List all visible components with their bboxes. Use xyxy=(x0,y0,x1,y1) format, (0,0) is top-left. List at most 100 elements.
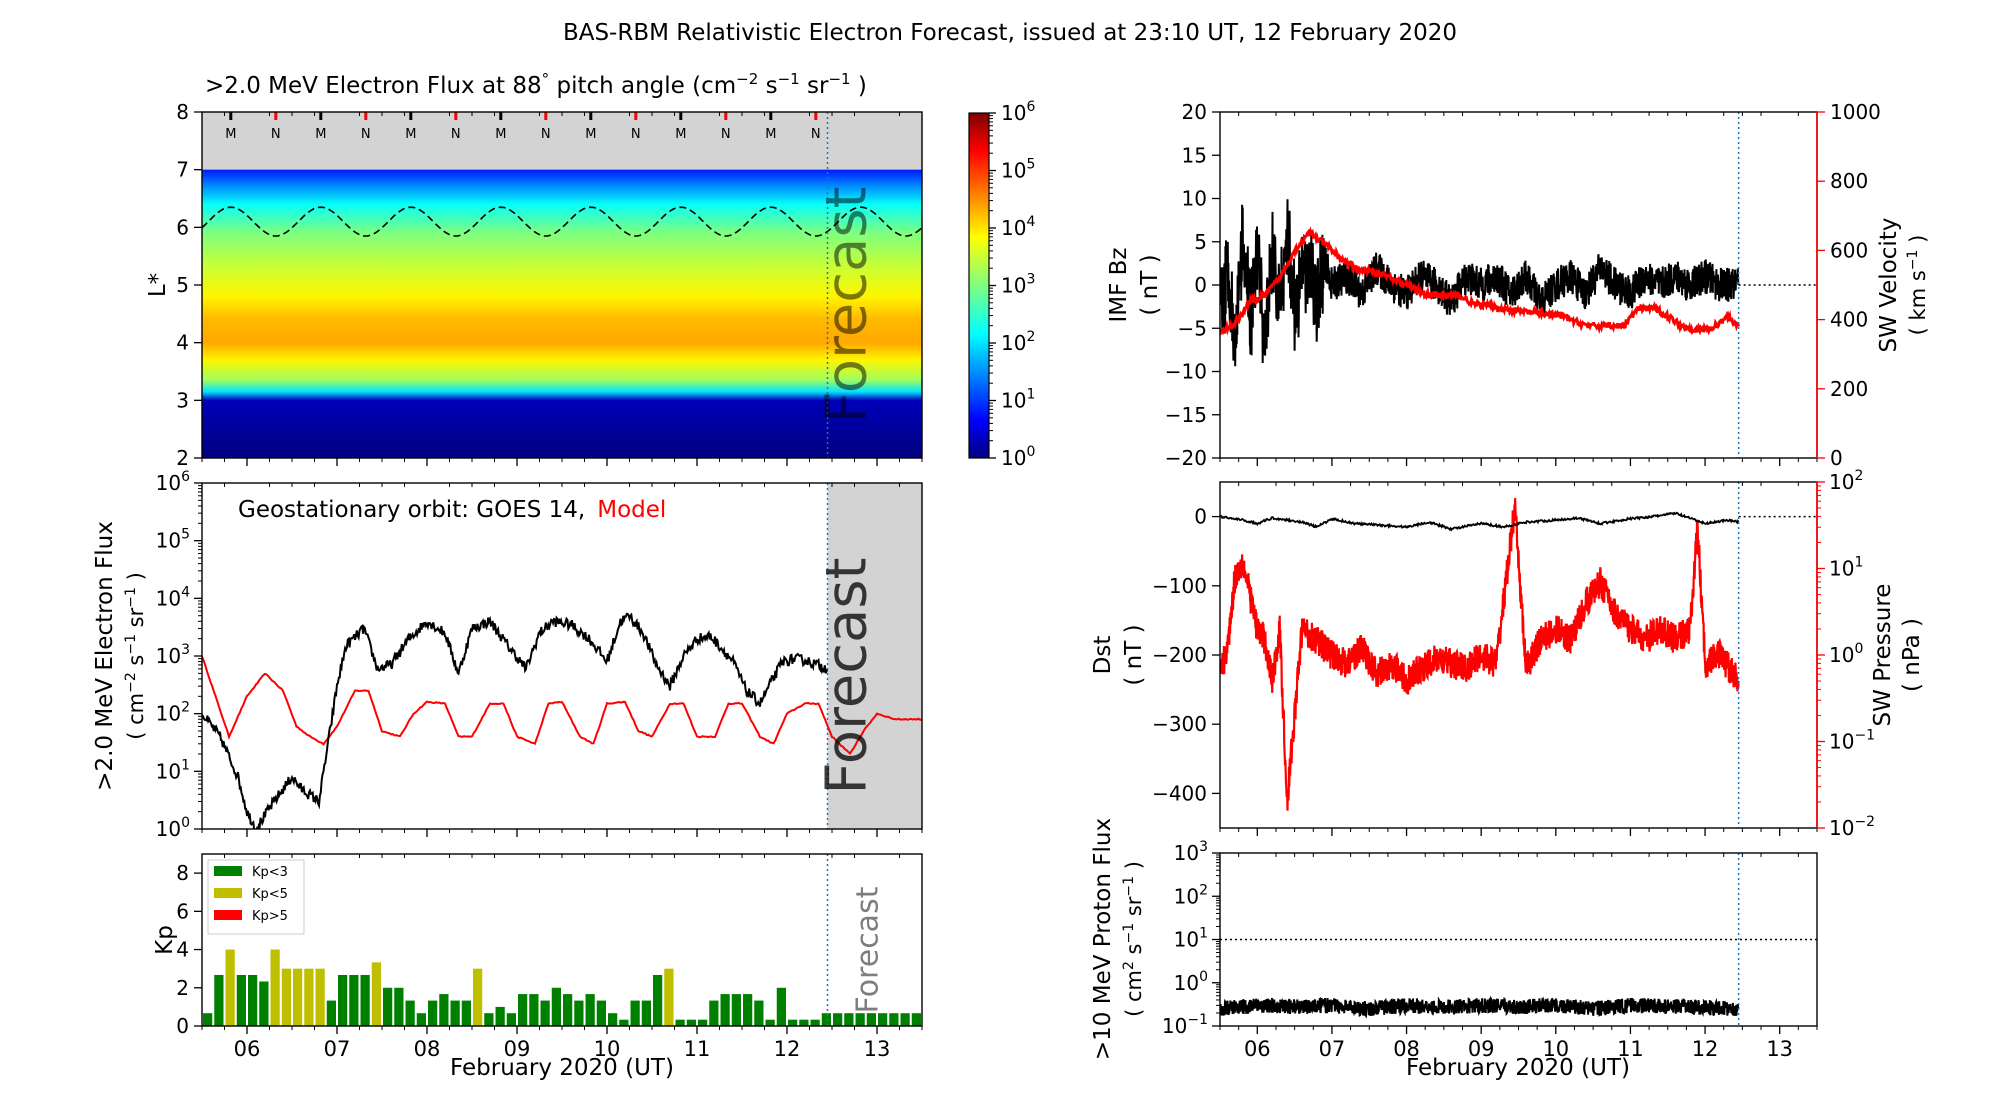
kp-legend-swatch-low xyxy=(214,866,242,876)
y-tick-label: 101 xyxy=(1174,926,1208,952)
kp-bar xyxy=(653,974,663,1026)
y-tick-label: 5 xyxy=(176,273,189,297)
kp-bars xyxy=(203,949,921,1026)
y-tick-label: 4 xyxy=(176,938,189,962)
y-tick-label: 2 xyxy=(176,976,189,1000)
geo-legend-prefix: Geostationary orbit: GOES 14, xyxy=(238,497,585,523)
colorbar-tick-label: 103 xyxy=(1001,272,1035,298)
x-tick-label: 08 xyxy=(1393,1037,1420,1061)
y-tick-label: 103 xyxy=(156,642,190,668)
kp-bar xyxy=(844,1013,854,1026)
forecast-watermark: Forecast xyxy=(815,187,880,424)
orbit-marker-label: M xyxy=(495,127,506,142)
dst-ylabel-line1: Dst xyxy=(1090,636,1116,675)
orbit-marker-label: M xyxy=(225,127,236,142)
geo-legend-model: Model xyxy=(597,497,666,523)
orbit-marker-label: M xyxy=(585,127,596,142)
y-tick-label: 0 xyxy=(1830,446,1843,470)
x-tick-label: 13 xyxy=(1766,1037,1793,1061)
y-tick-label: 20 xyxy=(1182,100,1207,124)
orbit-marker-label: N xyxy=(811,127,821,142)
y-tick-label: 1000 xyxy=(1830,100,1881,124)
kp-bar xyxy=(731,994,741,1026)
geo-ylabel-line1: >2.0 MeV Electron Flux xyxy=(92,521,118,791)
kp-legend-swatch-high xyxy=(214,910,242,920)
proton-xlabel: February 2020 (UT) xyxy=(1406,1055,1630,1081)
x-tick-label: 06 xyxy=(1244,1037,1271,1061)
y-tick-label: 7 xyxy=(176,158,189,182)
y-tick-label: −300 xyxy=(1152,712,1207,736)
kp-bar xyxy=(596,1000,606,1026)
y-tick-label: 100 xyxy=(156,815,190,841)
pressure-ylabel-line1: SW Pressure xyxy=(1870,584,1896,727)
kp-bar xyxy=(428,1000,438,1026)
colorbar-ticks: 100 101 102 103 104 105 106 xyxy=(989,99,1035,470)
heatmap-outside-region xyxy=(202,112,922,170)
orbit-marker-label: M xyxy=(675,127,686,142)
kp-bar xyxy=(326,1000,336,1026)
kp-bar xyxy=(484,1013,494,1026)
colorbar-tick-label: 100 xyxy=(1001,444,1035,470)
orbit-marker-label: N xyxy=(361,127,371,142)
velocity-ylabel-line2: ( km s−1 ) xyxy=(1905,235,1930,336)
x-tick-label: 08 xyxy=(414,1037,441,1061)
orbit-marker-label: N xyxy=(541,127,551,142)
colorbar: 100 101 102 103 104 105 106 xyxy=(968,99,1035,470)
kp-legend-label-low: Kp<3 xyxy=(252,865,288,880)
y-tick-label: 200 xyxy=(1830,377,1868,401)
kp-bar xyxy=(799,1019,809,1026)
kp-bar xyxy=(574,1000,584,1026)
dst-axes: −400 −300 −200 −100 0 10−2 10−1 100 101 102 xyxy=(1152,468,1875,840)
orbit-marker-label: N xyxy=(631,127,641,142)
y-tick-label: 100 xyxy=(1174,969,1208,995)
x-tick-label: 12 xyxy=(1692,1037,1719,1061)
kp-bar xyxy=(315,968,325,1026)
kp-bar xyxy=(698,1019,708,1026)
y-tick-label: 4 xyxy=(176,331,189,355)
kp-bar xyxy=(810,1019,820,1026)
colorbar-tick-label: 105 xyxy=(1001,157,1035,183)
y-tick-label: 800 xyxy=(1830,169,1868,193)
forecast-watermark: Forecast xyxy=(815,558,880,795)
kp-legend: Kp<3 Kp<5 Kp>5 xyxy=(207,859,305,935)
kp-legend-label-mid: Kp<5 xyxy=(252,887,288,902)
y-tick-label: 0 xyxy=(1194,273,1207,297)
y-tick-label: −5 xyxy=(1178,316,1207,340)
y-tick-label: 15 xyxy=(1182,143,1207,167)
magnetopause-boundary-line xyxy=(202,206,922,237)
y-tick-label: 10−2 xyxy=(1829,814,1875,840)
y-tick-label: 3 xyxy=(176,388,189,412)
figure-title: BAS-RBM Relativistic Electron Forecast, … xyxy=(563,20,1457,46)
kp-bar xyxy=(416,1013,426,1026)
orbit-marker-label: N xyxy=(721,127,731,142)
geo-axes: 100 101 102 103 104 105 106 xyxy=(156,469,923,841)
kp-ylabel: Kp xyxy=(152,925,178,955)
goes-flux-line xyxy=(202,612,829,829)
kp-bar xyxy=(394,987,404,1026)
orbit-marker-label: N xyxy=(271,127,281,142)
kp-legend-swatch-mid xyxy=(214,888,242,898)
kp-bar xyxy=(641,1000,651,1026)
y-tick-label: 101 xyxy=(1829,555,1863,581)
kp-bar xyxy=(338,974,348,1026)
x-tick-label: 12 xyxy=(774,1037,801,1061)
kp-bar xyxy=(473,968,483,1026)
kp-panel: Forecast Kp<3 Kp<5 Kp>5 06 07 08 09 10 11 12 13… xyxy=(152,853,923,1081)
kp-bar xyxy=(360,974,370,1026)
kp-bar xyxy=(439,994,449,1026)
sw-velocity-line xyxy=(1220,226,1741,336)
y-tick-label: −200 xyxy=(1152,643,1207,667)
geo-legend: Geostationary orbit: GOES 14, Model xyxy=(238,497,666,523)
dst-line xyxy=(1220,511,1740,532)
kp-bar xyxy=(405,1000,415,1026)
kp-bar xyxy=(563,994,573,1026)
y-tick-label: −100 xyxy=(1152,574,1207,598)
heatmap-axes: 2 3 4 5 6 7 8 xyxy=(176,100,923,470)
kp-bar xyxy=(461,1000,471,1026)
y-tick-label: −20 xyxy=(1165,446,1207,470)
kp-bar xyxy=(281,968,291,1026)
colorbar-gradient xyxy=(968,112,990,459)
kp-bar xyxy=(529,994,539,1026)
